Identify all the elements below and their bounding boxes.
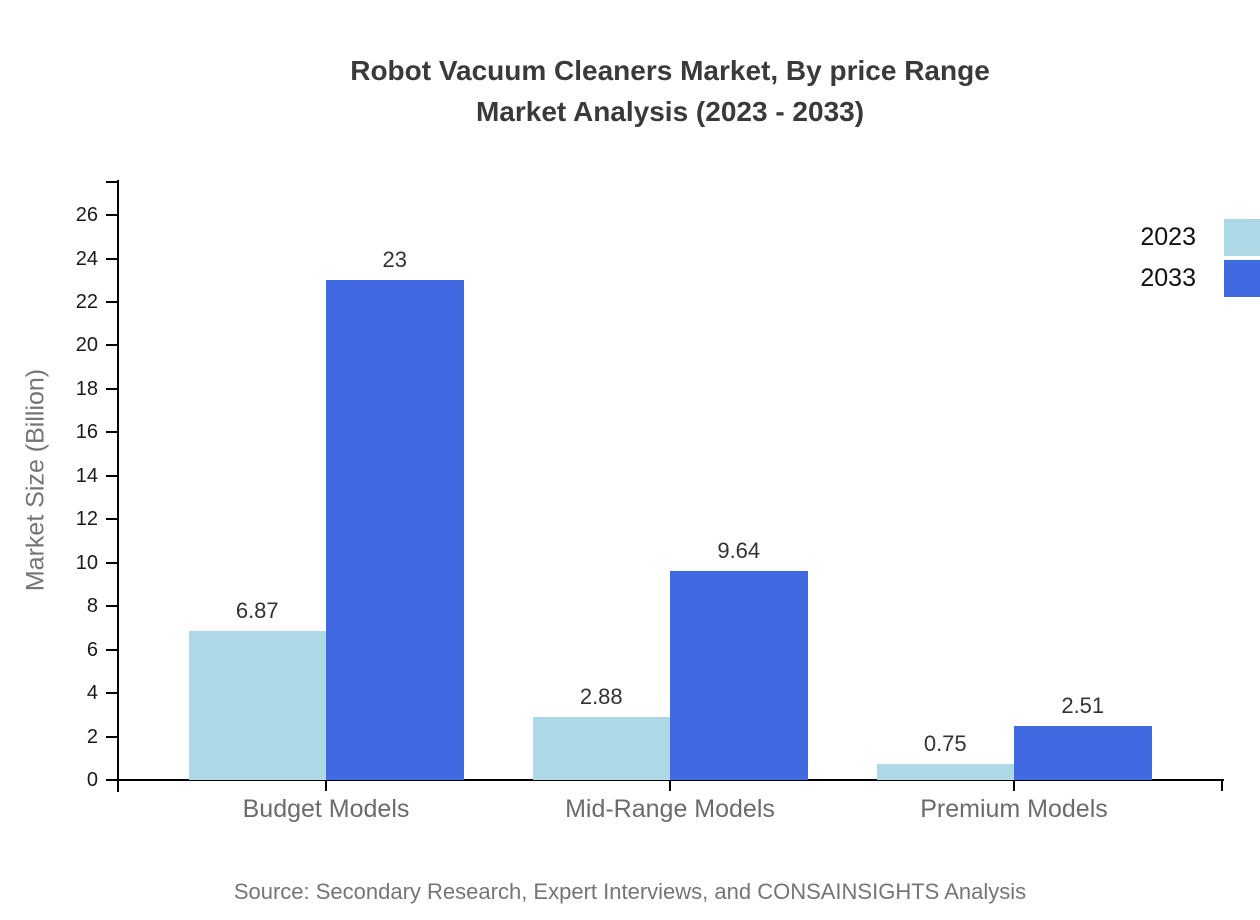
y-tick bbox=[106, 735, 118, 738]
y-tick-label: 12 bbox=[75, 508, 98, 531]
bar-2023-premium-models bbox=[876, 763, 1014, 780]
y-tick bbox=[106, 779, 118, 781]
y-tick-label: 4 bbox=[86, 682, 98, 705]
y-tick-label: 8 bbox=[86, 595, 98, 618]
y-axis-top-cap bbox=[106, 181, 118, 183]
category-label-premium-models: Premium Models bbox=[920, 795, 1108, 823]
source-note: Source: Secondary Research, Expert Inter… bbox=[233, 879, 1027, 904]
bar-value-2033-mid-range-models: 9.64 bbox=[717, 537, 761, 563]
chart-title: Robot Vacuum Cleaners Market, By price R… bbox=[118, 50, 1222, 132]
bar-2023-budget-models bbox=[188, 630, 326, 780]
y-tick bbox=[106, 648, 118, 651]
category-label-budget-models: Budget Models bbox=[242, 795, 410, 823]
y-tick bbox=[106, 344, 118, 347]
y-tick-label: 0 bbox=[86, 769, 98, 791]
y-tick-label: 10 bbox=[75, 551, 98, 574]
y-tick bbox=[106, 605, 118, 608]
bar-value-2023-mid-range-models: 2.88 bbox=[579, 684, 623, 710]
chart-title-line1: Robot Vacuum Cleaners Market, By price R… bbox=[350, 55, 990, 86]
bar-2033-premium-models bbox=[1014, 725, 1152, 780]
y-tick bbox=[106, 214, 118, 216]
x-tick bbox=[1013, 780, 1015, 791]
y-tick-label: 22 bbox=[75, 290, 98, 313]
bar-2033-mid-range-models bbox=[670, 570, 808, 780]
y-tick-label: 18 bbox=[75, 377, 98, 400]
x-tick bbox=[669, 780, 671, 791]
y-tick-label: 20 bbox=[75, 334, 98, 357]
y-tick bbox=[106, 692, 118, 695]
legend-swatch-2033 bbox=[1224, 260, 1260, 297]
bar-value-2023-budget-models: 6.87 bbox=[235, 597, 279, 623]
y-tick-label: 24 bbox=[75, 247, 98, 270]
legend-label-2033: 2033 bbox=[1140, 264, 1196, 292]
legend-swatch-2023 bbox=[1224, 219, 1260, 256]
bar-2033-budget-models bbox=[326, 280, 464, 780]
y-tick-label: 26 bbox=[75, 204, 98, 226]
bar-2023-mid-range-models bbox=[532, 717, 670, 780]
y-tick-label: 14 bbox=[75, 464, 98, 487]
y-axis-line bbox=[117, 180, 119, 792]
bar-value-2033-budget-models: 23 bbox=[382, 247, 407, 273]
x-axis-right-cap bbox=[1221, 780, 1223, 791]
bar-value-2023-premium-models: 0.75 bbox=[923, 730, 967, 756]
chart-title-line2: Market Analysis (2023 - 2033) bbox=[475, 96, 865, 127]
bar-value-2033-premium-models: 2.51 bbox=[1061, 692, 1105, 718]
y-tick bbox=[106, 518, 118, 521]
y-tick-label: 6 bbox=[86, 638, 98, 661]
y-tick bbox=[106, 387, 118, 390]
y-tick bbox=[106, 300, 118, 303]
y-tick-label: 16 bbox=[75, 421, 98, 444]
y-tick-label: 2 bbox=[86, 725, 98, 748]
legend-label-2023: 2023 bbox=[1140, 223, 1196, 251]
y-tick bbox=[106, 561, 118, 564]
y-tick bbox=[106, 474, 118, 477]
y-tick bbox=[106, 431, 118, 434]
category-label-mid-range-models: Mid-Range Models bbox=[565, 795, 775, 823]
x-tick bbox=[325, 780, 327, 791]
y-tick bbox=[106, 257, 118, 260]
